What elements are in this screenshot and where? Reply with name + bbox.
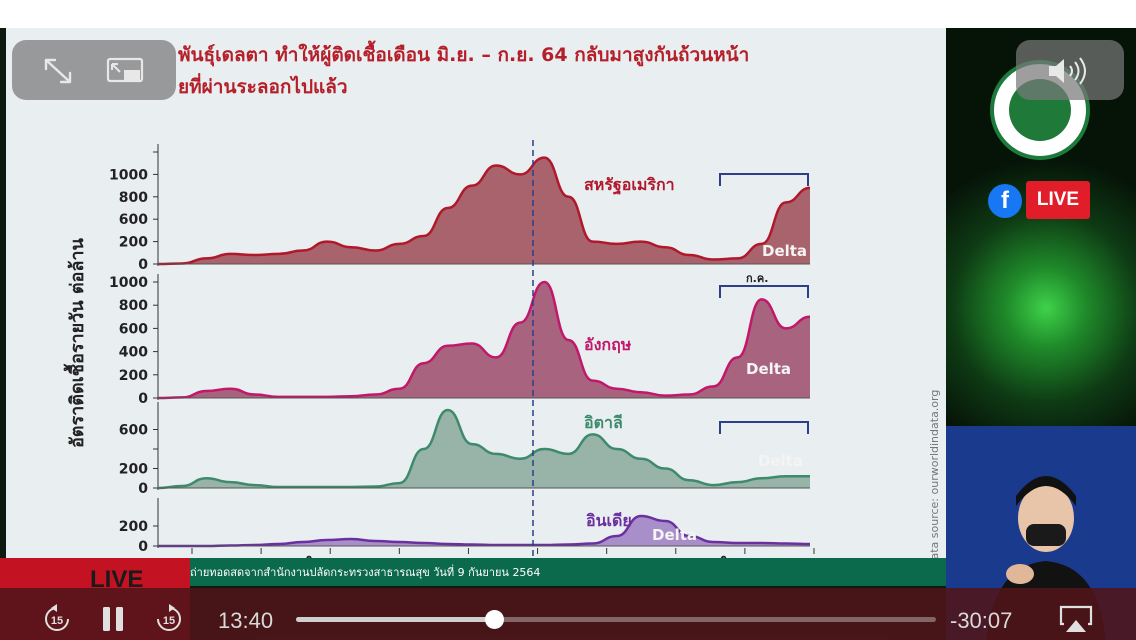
slide-title-line-1: พันธุ์เดลตา ทำให้ผู้ติดเชื้อเดือน มิ.ย. …: [178, 44, 750, 66]
y-tick-label: 1000: [109, 275, 148, 291]
fullscreen-icon[interactable]: [42, 56, 74, 86]
y-tick-label: 600: [119, 423, 148, 439]
skip-back-15-icon[interactable]: 15: [42, 603, 72, 635]
broadcast-caption: ถ่ายทอดสดจากสำนักงานปลัดกระทรวงสาธารณสุข…: [190, 566, 541, 579]
series-line: [157, 280, 811, 400]
progress-track[interactable]: [296, 617, 936, 622]
series-name-label: สหรัฐอเมริกา: [584, 175, 675, 195]
volume-icon[interactable]: [1046, 56, 1094, 86]
bracket-label: ก.ค.: [746, 272, 768, 285]
player-control-bar: [0, 588, 1136, 640]
top-left-controls: [12, 40, 176, 100]
delta-period-bracket: [719, 285, 809, 298]
series-area: [158, 282, 810, 398]
delta-label: Delta: [746, 360, 791, 378]
skip-forward-label: 15: [163, 615, 175, 627]
y-axis-label: อัตราติดเชื้อรายวัน ต่อล้าน: [67, 238, 88, 448]
facebook-icon: f: [988, 184, 1022, 218]
series-line: [158, 514, 811, 548]
y-tick-label: 1000: [109, 167, 148, 183]
y-tick-label: 200: [119, 519, 148, 535]
y-tick-label: 200: [119, 235, 148, 251]
top-right-controls: [1016, 40, 1124, 100]
airplay-icon[interactable]: [1058, 604, 1094, 634]
delta-label: Delta: [758, 452, 803, 470]
series-line: [157, 156, 811, 266]
delta-label: Delta: [652, 526, 697, 544]
y-tick-label: 0: [138, 391, 148, 407]
current-time: 13:40: [218, 608, 274, 633]
remaining-time: -30:07: [950, 608, 1013, 633]
y-tick-label: 400: [119, 345, 148, 361]
y-tick-label: 800: [119, 190, 148, 206]
series-name-label: อินเดีย: [586, 511, 632, 530]
delta-period-bracket: [719, 173, 809, 186]
skip-forward-15-icon[interactable]: 15: [154, 603, 184, 635]
series-line: [157, 408, 810, 490]
progress-fill: [296, 617, 495, 622]
y-tick-label: 0: [138, 257, 148, 273]
y-tick-label: 0: [138, 539, 148, 555]
series-area: [158, 157, 810, 264]
y-tick-label: 200: [119, 462, 148, 478]
video-frame[interactable]: 0 200 600 800 1000 สหรัฐอเมริกา Delta 0 200 400 60…: [0, 28, 1136, 640]
series-name-label: อังกฤษ: [584, 335, 632, 354]
y-tick-label: 600: [119, 321, 148, 337]
covid-area-chart: 0 200 600 800 1000 สหรัฐอเมริกา Delta 0 200 400 60…: [109, 140, 815, 584]
facebook-live-badge: LIVE: [1026, 181, 1090, 219]
slide-title-line-2: ยที่ผ่านระลอกไปแล้ว: [178, 76, 348, 98]
picture-in-picture-icon[interactable]: [106, 56, 146, 86]
y-tick-label: 600: [119, 212, 148, 228]
series-name-label: อิตาลี: [584, 413, 623, 432]
skip-back-label: 15: [51, 615, 63, 627]
delta-label: Delta: [762, 242, 807, 260]
data-source-label: Data source: ourworldindata.org: [928, 389, 941, 568]
y-tick-label: 800: [119, 298, 148, 314]
delta-period-bracket: [719, 421, 809, 434]
y-tick-label: 0: [138, 481, 148, 497]
progress-thumb[interactable]: [485, 610, 505, 629]
pause-icon[interactable]: [100, 604, 126, 634]
presentation-slide: 0 200 600 800 1000 สหรัฐอเมริกา Delta 0 200 400 60…: [6, 28, 946, 584]
series-area: [158, 516, 810, 546]
y-tick-label: 200: [119, 368, 148, 384]
